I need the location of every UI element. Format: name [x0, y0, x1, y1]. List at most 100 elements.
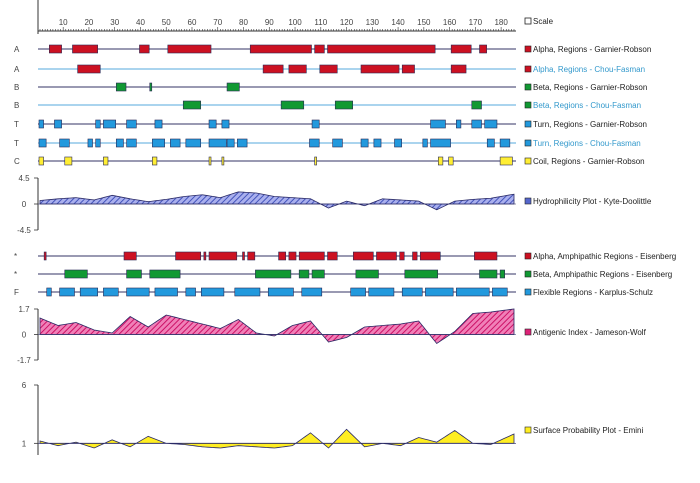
region-segment [298, 251, 325, 261]
region-segment [437, 156, 444, 166]
region-segment [152, 156, 158, 166]
region-segment [126, 287, 150, 297]
legend-swatch [524, 157, 532, 165]
region-segment [234, 287, 261, 297]
legend-label: Alpha, Amphipathic Regions - Eisenberg [533, 252, 676, 261]
region-segment [123, 251, 137, 261]
region-segment [175, 251, 202, 261]
region-segment [221, 156, 225, 166]
legend-swatch [524, 328, 532, 336]
profile-area [39, 308, 515, 345]
track-row-label: * [14, 252, 17, 261]
region-segment [404, 269, 439, 279]
region-segment [79, 287, 98, 297]
scale-tick-label: 30 [110, 18, 119, 27]
region-segment [373, 138, 382, 148]
track-row-label: B [14, 83, 19, 92]
legend-swatch [524, 83, 532, 91]
region-segment [412, 251, 418, 261]
plot-y-tick-label: -4.5 [17, 226, 31, 235]
region-segment [46, 287, 52, 297]
legend-swatch [524, 101, 532, 109]
region-segment [167, 44, 212, 54]
region-segment [255, 269, 292, 279]
region-segment [311, 119, 320, 129]
plot-y-tick-label: 1 [22, 439, 27, 448]
track-row-label: A [14, 65, 20, 74]
region-segment [208, 251, 238, 261]
region-segment [38, 119, 44, 129]
region-segment [327, 251, 338, 261]
track-row-label: C [14, 157, 20, 166]
region-segment [149, 82, 153, 92]
region-segment [474, 251, 498, 261]
region-segment [288, 64, 307, 74]
legend-label: Turn, Regions - Chou-Fasman [533, 139, 641, 148]
region-segment [471, 119, 482, 129]
region-segment [185, 287, 196, 297]
region-segment [38, 138, 47, 148]
region-segment [170, 138, 181, 148]
region-segment [208, 119, 217, 129]
region-segment [350, 287, 366, 297]
legend-swatch [524, 426, 532, 434]
profile-plots: 4.5 0 -4.5 1.7 0 -1.7 6 1 [17, 174, 516, 455]
region-segment [448, 156, 454, 166]
region-segment [278, 251, 287, 261]
profile-area [39, 191, 515, 211]
region-segment [208, 156, 212, 166]
region-segment [419, 251, 441, 261]
region-segment [95, 138, 101, 148]
region-segment [115, 82, 127, 92]
region-segment [87, 138, 93, 148]
region-segment [288, 251, 297, 261]
region-segment [309, 138, 320, 148]
track-row-label: T [14, 120, 19, 129]
region-segment [221, 119, 230, 129]
legend: Scale Alpha, Regions - Garnier-Robson Alph… [524, 17, 676, 435]
region-segment [182, 100, 202, 110]
region-segment [360, 64, 400, 74]
region-segment [499, 156, 513, 166]
region-segment [492, 287, 508, 297]
scale-tick-label: 90 [265, 18, 274, 27]
region-segment [226, 138, 235, 148]
scale-tick-label: 60 [188, 18, 197, 27]
legend-swatch [524, 120, 532, 128]
legend-swatch [524, 252, 532, 260]
track-row-label: A [14, 45, 20, 54]
region-segment [72, 44, 98, 54]
region-segment [203, 251, 207, 261]
region-segment [115, 138, 124, 148]
region-segment [152, 138, 165, 148]
region-segment [267, 287, 294, 297]
plot-y-tick-label: 0 [22, 200, 27, 209]
legend-swatch [524, 139, 532, 147]
legend-swatch [524, 270, 532, 278]
region-segment [262, 64, 284, 74]
scale-tick-label: 10 [59, 18, 68, 27]
region-segment [103, 156, 109, 166]
region-segment [301, 287, 323, 297]
region-segment [103, 287, 119, 297]
legend-label-scale: Scale [533, 17, 554, 26]
region-segment [298, 269, 310, 279]
region-segment [200, 287, 225, 297]
region-segment [139, 44, 150, 54]
legend-swatch [524, 197, 532, 205]
region-segment [64, 269, 88, 279]
region-segment [332, 138, 343, 148]
scale-tick-label: 20 [84, 18, 93, 27]
legend-label: Alpha, Regions - Chou-Fasman [533, 65, 645, 74]
region-segment [334, 100, 354, 110]
region-segment [355, 269, 379, 279]
scale-tick-label: 70 [213, 18, 222, 27]
legend-label: Beta, Regions - Chou-Fasman [533, 101, 641, 110]
region-segment [319, 64, 338, 74]
region-segment [456, 287, 490, 297]
region-segment [249, 44, 312, 54]
track-row-label: F [14, 288, 19, 297]
region-segment [149, 269, 181, 279]
